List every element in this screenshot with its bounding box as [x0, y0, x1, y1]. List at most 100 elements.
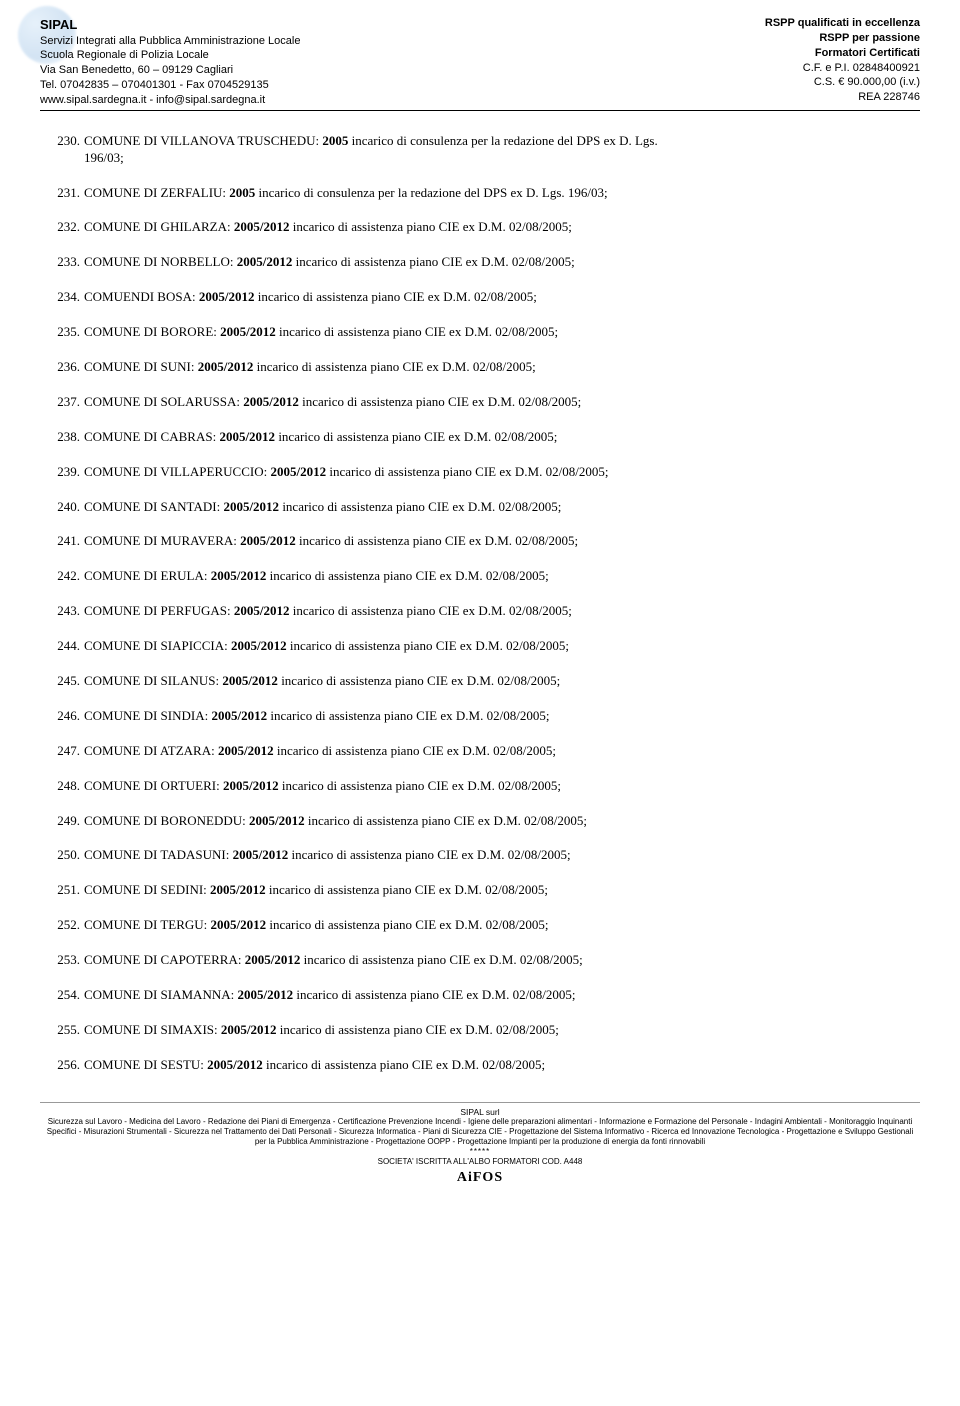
item-post: incarico di assistenza piano CIE ex D.M.… — [287, 638, 569, 653]
list-item: 236.COMUNE DI SUNI: 2005/2012 incarico d… — [40, 359, 920, 376]
item-bold-year: 2005/2012 — [199, 289, 255, 304]
item-pre: COMUNE DI TERGU: — [84, 917, 211, 932]
tagline-3: Formatori Certificati — [765, 46, 920, 61]
item-bold-year: 2005/2012 — [218, 743, 274, 758]
footer: SIPAL surl Sicurezza sul Lavoro - Medici… — [40, 1102, 920, 1187]
item-number: 252. — [40, 917, 84, 934]
item-bold-year: 2005/2012 — [233, 847, 289, 862]
item-number: 244. — [40, 638, 84, 655]
item-number: 256. — [40, 1057, 84, 1074]
item-pre: COMUNE DI SIMAXIS: — [84, 1022, 221, 1037]
item-post: incarico di assistenza piano CIE ex D.M.… — [274, 743, 556, 758]
letterhead-left: SIPAL Servizi Integrati alla Pubblica Am… — [40, 16, 300, 108]
item-text: COMUNE DI ORTUERI: 2005/2012 incarico di… — [84, 778, 920, 795]
item-text: COMUNE DI ZERFALIU: 2005 incarico di con… — [84, 185, 920, 202]
list-item: 238.COMUNE DI CABRAS: 2005/2012 incarico… — [40, 429, 920, 446]
item-number: 232. — [40, 219, 84, 236]
aifos-logo-text: AiFOS — [40, 1169, 920, 1187]
cf-pi: C.F. e P.I. 02848400921 — [765, 61, 920, 76]
item-bold-year: 2005/2012 — [234, 219, 290, 234]
item-bold-year: 2005/2012 — [222, 673, 278, 688]
list-item: 230.COMUNE DI VILLANOVA TRUSCHEDU: 2005 … — [40, 133, 920, 167]
item-text: COMUNE DI SINDIA: 2005/2012 incarico di … — [84, 708, 920, 725]
item-post: incarico di assistenza piano CIE ex D.M.… — [279, 778, 561, 793]
list-item: 241.COMUNE DI MURAVERA: 2005/2012 incari… — [40, 533, 920, 550]
item-post: incarico di assistenza piano CIE ex D.M.… — [326, 464, 608, 479]
list-item: 233.COMUNE DI NORBELLO: 2005/2012 incari… — [40, 254, 920, 271]
item-text: COMUENDI BOSA: 2005/2012 incarico di ass… — [84, 289, 920, 306]
content-list: 230.COMUNE DI VILLANOVA TRUSCHEDU: 2005 … — [40, 133, 920, 1074]
item-post: incarico di assistenza piano CIE ex D.M.… — [277, 1022, 559, 1037]
item-pre: COMUNE DI GHILARZA: — [84, 219, 234, 234]
item-number: 238. — [40, 429, 84, 446]
item-pre: COMUNE DI CAPOTERRA: — [84, 952, 245, 967]
item-text: COMUNE DI BORONEDDU: 2005/2012 incarico … — [84, 813, 920, 830]
item-pre: COMUNE DI ERULA: — [84, 568, 211, 583]
item-number: 240. — [40, 499, 84, 516]
item-text: COMUNE DI SANTADI: 2005/2012 incarico di… — [84, 499, 920, 516]
item-bold-year: 2005/2012 — [223, 499, 279, 514]
item-bold-year: 2005/2012 — [198, 359, 254, 374]
item-number: 236. — [40, 359, 84, 376]
item-pre: COMUNE DI ZERFALIU: — [84, 185, 229, 200]
company-subtitle-1: Servizi Integrati alla Pubblica Amminist… — [40, 34, 300, 49]
item-bold-year: 2005/2012 — [207, 1057, 263, 1072]
item-bold-year: 2005/2012 — [211, 568, 267, 583]
item-post: incarico di assistenza piano CIE ex D.M.… — [278, 673, 560, 688]
item-text: COMUNE DI NORBELLO: 2005/2012 incarico d… — [84, 254, 920, 271]
item-pre: COMUNE DI SUNI: — [84, 359, 198, 374]
item-pre: COMUNE DI MURAVERA: — [84, 533, 240, 548]
tagline-1: RSPP qualificati in eccellenza — [765, 16, 920, 31]
item-bold-year: 2005 — [322, 133, 348, 148]
list-item: 253.COMUNE DI CAPOTERRA: 2005/2012 incar… — [40, 952, 920, 969]
item-pre: COMUNE DI SESTU: — [84, 1057, 207, 1072]
company-web: www.sipal.sardegna.it - info@sipal.sarde… — [40, 93, 300, 108]
list-item: 254.COMUNE DI SIAMANNA: 2005/2012 incari… — [40, 987, 920, 1004]
item-text: COMUNE DI ERULA: 2005/2012 incarico di a… — [84, 568, 920, 585]
item-bold-year: 2005/2012 — [237, 254, 293, 269]
item-post: incarico di assistenza piano CIE ex D.M.… — [263, 1057, 545, 1072]
item-number: 245. — [40, 673, 84, 690]
item-post: incarico di assistenza piano CIE ex D.M.… — [290, 603, 572, 618]
item-number: 233. — [40, 254, 84, 271]
item-post: incarico di assistenza piano CIE ex D.M.… — [299, 394, 581, 409]
item-pre: COMUNE DI VILLANOVA TRUSCHEDU: — [84, 133, 322, 148]
item-number: 242. — [40, 568, 84, 585]
item-post: incarico di assistenza piano CIE ex D.M.… — [266, 882, 548, 897]
item-number: 234. — [40, 289, 84, 306]
item-number: 251. — [40, 882, 84, 899]
list-item: 251.COMUNE DI SEDINI: 2005/2012 incarico… — [40, 882, 920, 899]
item-post: incarico di consulenza per la redazione … — [255, 185, 607, 200]
item-continuation: 196/03; — [84, 150, 124, 165]
item-bold-year: 2005/2012 — [219, 429, 275, 444]
item-bold-year: 2005 — [229, 185, 255, 200]
item-text: COMUNE DI SESTU: 2005/2012 incarico di a… — [84, 1057, 920, 1074]
item-text: COMUNE DI MURAVERA: 2005/2012 incarico d… — [84, 533, 920, 550]
item-text: COMUNE DI SUNI: 2005/2012 incarico di as… — [84, 359, 920, 376]
list-item: 255.COMUNE DI SIMAXIS: 2005/2012 incaric… — [40, 1022, 920, 1039]
company-subtitle-2: Scuola Regionale di Polizia Locale — [40, 48, 300, 63]
list-item: 245.COMUNE DI SILANUS: 2005/2012 incaric… — [40, 673, 920, 690]
item-number: 249. — [40, 813, 84, 830]
item-text: COMUNE DI ATZARA: 2005/2012 incarico di … — [84, 743, 920, 760]
letterhead-right: RSPP qualificati in eccellenza RSPP per … — [765, 16, 920, 108]
item-bold-year: 2005/2012 — [240, 533, 296, 548]
item-pre: COMUNE DI ATZARA: — [84, 743, 218, 758]
item-post: incarico di assistenza piano CIE ex D.M.… — [292, 254, 574, 269]
item-number: 250. — [40, 847, 84, 864]
item-post: incarico di consulenza per la redazione … — [348, 133, 657, 148]
list-item: 242.COMUNE DI ERULA: 2005/2012 incarico … — [40, 568, 920, 585]
item-post: incarico di assistenza piano CIE ex D.M.… — [300, 952, 582, 967]
item-pre: COMUNE DI BORONEDDU: — [84, 813, 249, 828]
item-number: 255. — [40, 1022, 84, 1039]
capital: C.S. € 90.000,00 (i.v.) — [765, 75, 920, 90]
item-post: incarico di assistenza piano CIE ex D.M.… — [293, 987, 575, 1002]
company-phone: Tel. 07042835 – 070401301 - Fax 07045291… — [40, 78, 300, 93]
item-pre: COMUNE DI VILLAPERUCCIO: — [84, 464, 270, 479]
item-bold-year: 2005/2012 — [245, 952, 301, 967]
item-bold-year: 2005/2012 — [211, 917, 267, 932]
item-bold-year: 2005/2012 — [220, 324, 276, 339]
footer-stars: ***** — [40, 1147, 920, 1157]
item-post: incarico di assistenza piano CIE ex D.M.… — [305, 813, 587, 828]
item-bold-year: 2005/2012 — [211, 708, 267, 723]
